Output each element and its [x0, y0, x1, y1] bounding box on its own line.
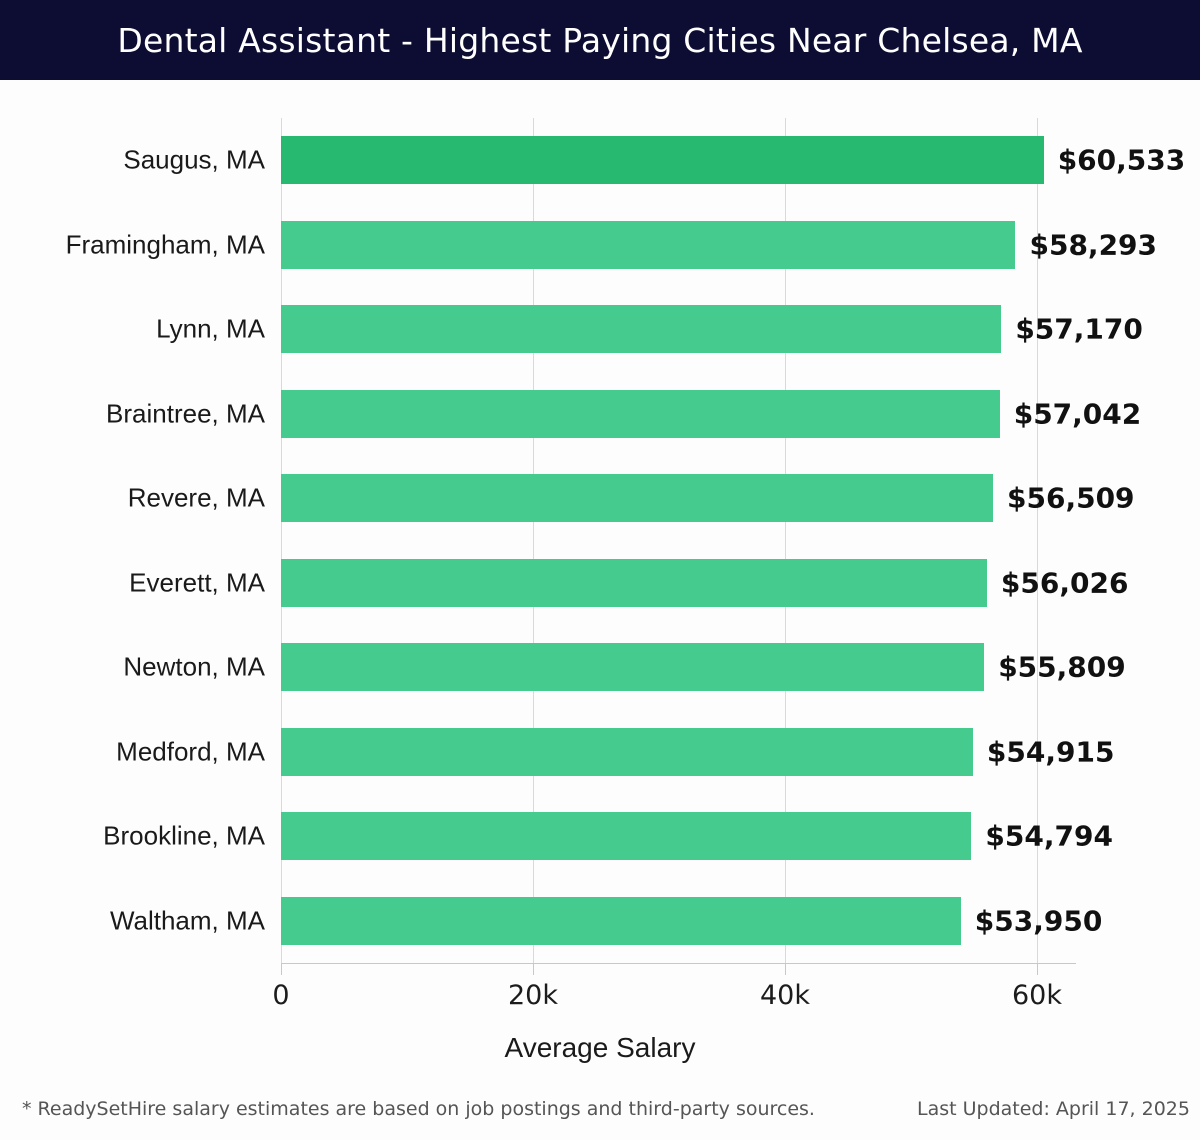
bar-value-label: $57,170 — [1015, 312, 1143, 346]
bar-row[interactable]: $54,794 — [281, 812, 1200, 861]
bar[interactable] — [281, 896, 961, 945]
bar-value-label: $57,042 — [1013, 397, 1142, 431]
bar[interactable] — [281, 643, 985, 692]
bar-row[interactable]: $56,509 — [281, 474, 1200, 523]
bar-value-label: $54,794 — [985, 819, 1113, 853]
bar-row[interactable]: $57,170 — [281, 305, 1200, 354]
category-label: Brookline, MA — [103, 820, 265, 851]
chart-footer: * ReadySetHire salary estimates are base… — [0, 1098, 1200, 1128]
bar[interactable] — [281, 389, 1000, 438]
category-label: Newton, MA — [123, 651, 265, 682]
bar-value-label: $56,026 — [1000, 566, 1129, 600]
category-label: Everett, MA — [129, 567, 265, 598]
bar-value-label: $53,950 — [974, 904, 1103, 938]
footer-disclaimer: * ReadySetHire salary estimates are base… — [22, 1098, 815, 1120]
gridline — [281, 118, 282, 963]
bar-row[interactable]: $56,026 — [281, 558, 1200, 607]
category-label: Framingham, MA — [65, 229, 265, 260]
x-axis-tick-label: 40k — [760, 980, 810, 1011]
bar[interactable] — [281, 727, 973, 776]
category-label: Lynn, MA — [156, 313, 265, 344]
bar[interactable] — [281, 812, 972, 861]
category-label: Saugus, MA — [123, 144, 265, 175]
bar-value-label: $55,809 — [998, 650, 1126, 684]
x-axis-tick-label: 0 — [272, 980, 290, 1011]
chart-header: Dental Assistant - Highest Paying Cities… — [0, 0, 1200, 80]
bar-row[interactable]: $60,533 — [281, 136, 1200, 185]
x-axis-tick — [533, 963, 534, 975]
x-axis-tick — [1037, 963, 1038, 975]
bar-row[interactable]: $58,293 — [281, 220, 1200, 269]
bar[interactable] — [281, 136, 1044, 185]
x-axis-tick-label: 60k — [1012, 980, 1062, 1011]
x-axis-title: Average Salary — [504, 1032, 696, 1063]
bar[interactable] — [281, 474, 993, 523]
footer-last-updated: Last Updated: April 17, 2025 — [916, 1098, 1190, 1120]
bar-value-label: $56,509 — [1007, 481, 1135, 515]
bar-row[interactable]: $57,042 — [281, 389, 1200, 438]
bar-value-label: $54,915 — [986, 735, 1115, 769]
category-label: Waltham, MA — [109, 905, 265, 936]
x-axis-tick — [785, 963, 786, 975]
category-label: Braintree, MA — [106, 398, 265, 429]
x-axis-line — [281, 963, 1076, 964]
category-label: Revere, MA — [127, 482, 265, 513]
gridline — [1037, 118, 1038, 963]
bar-row[interactable]: $55,809 — [281, 643, 1200, 692]
bar[interactable] — [281, 558, 987, 607]
bar[interactable] — [281, 305, 1002, 354]
page-title: Dental Assistant - Highest Paying Cities… — [117, 20, 1083, 60]
category-label: Medford, MA — [116, 736, 265, 767]
bar[interactable] — [281, 220, 1016, 269]
bar-value-label: $58,293 — [1029, 228, 1158, 262]
bar-value-label: $60,533 — [1057, 143, 1186, 177]
bar-row[interactable]: $54,915 — [281, 727, 1200, 776]
x-axis-tick-label: 20k — [508, 980, 558, 1011]
y-axis-category-labels: Saugus, MA Framingham, MA Lynn, MA Braintre… — [0, 80, 265, 1140]
bar-row[interactable]: $53,950 — [281, 896, 1200, 945]
plot-area: $60,533 $58,293 $57,170 $57,042 $56,509 $56,0… — [281, 118, 1185, 963]
x-axis-tick — [281, 963, 282, 975]
gridline — [785, 118, 786, 963]
gridline — [533, 118, 534, 963]
chart-body: Saugus, MA Framingham, MA Lynn, MA Braintre… — [0, 80, 1200, 1140]
